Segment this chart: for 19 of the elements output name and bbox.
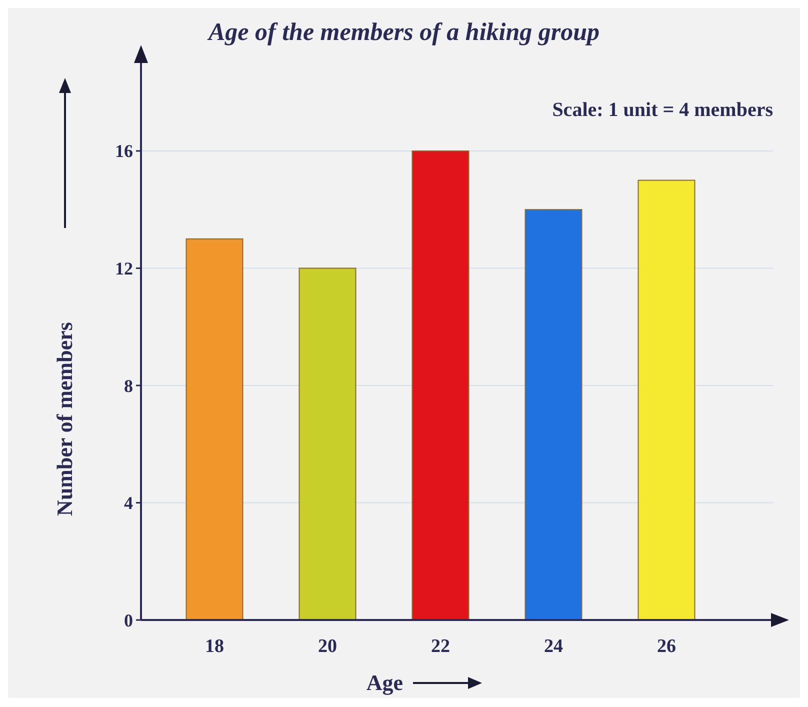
bar <box>524 209 582 620</box>
x-tick-label: 18 <box>205 636 224 657</box>
x-tick-label: 20 <box>318 636 337 657</box>
x-tick-label: 26 <box>657 636 676 657</box>
y-tick-label: 16 <box>115 141 133 162</box>
y-axis-title: Number of members <box>52 322 77 516</box>
x-axis-title: Age <box>366 670 404 695</box>
y-tick-label: 8 <box>124 376 133 396</box>
y-tick-label: 4 <box>124 493 133 514</box>
y-tick-label: 12 <box>115 258 133 279</box>
x-tick-label: 24 <box>544 636 564 657</box>
chart-title: Age of the members of a hiking group <box>206 19 600 46</box>
bar <box>298 268 356 620</box>
x-tick-label: 22 <box>431 636 450 657</box>
bar <box>186 238 244 620</box>
bar <box>638 180 696 620</box>
bar <box>412 150 470 620</box>
y-tick-label: 0 <box>124 610 133 630</box>
annotation: Scale: 1 unit = 4 members <box>552 99 774 121</box>
